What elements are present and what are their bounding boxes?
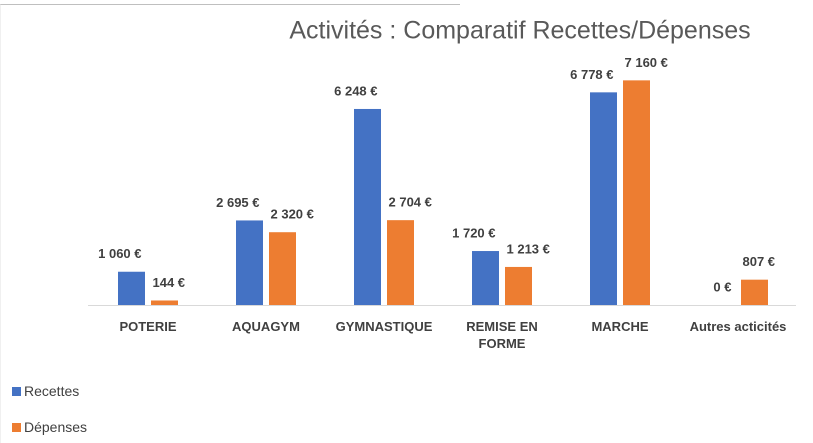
bar [269, 232, 296, 305]
bar [590, 92, 617, 306]
x-tick-label: MARCHE [591, 319, 649, 334]
x-tick-label: POTERIE [119, 319, 177, 334]
bar [741, 279, 768, 305]
data-label: 2 704 € [389, 195, 432, 210]
x-tick-label: REMISE EN FORME [466, 319, 538, 351]
legend-item: Recettes [12, 383, 79, 399]
legend-label: Recettes [24, 383, 80, 399]
x-tick-label: Autres acticités [689, 319, 787, 334]
bar [151, 300, 178, 305]
data-label: 2 320 € [271, 207, 314, 222]
bar [354, 108, 381, 306]
data-label: 6 778 € [570, 67, 613, 82]
legend-swatch [12, 422, 21, 432]
bar [472, 251, 499, 305]
legend-item: Dépenses [12, 419, 87, 435]
data-label: 1 213 € [507, 241, 550, 256]
x-tick-label: AQUAGYM [232, 319, 300, 334]
bar [236, 220, 263, 305]
chart-title: Activités : Comparatif Recettes/Dépenses [289, 17, 750, 45]
bar [623, 80, 650, 305]
data-label: 1 060 € [98, 246, 141, 261]
legend-swatch [12, 386, 21, 396]
data-label: 6 248 € [334, 83, 377, 98]
data-label: 2 695 € [216, 195, 259, 210]
data-label: 7 160 € [625, 55, 668, 70]
data-label: 807 € [743, 254, 776, 269]
bar [387, 220, 414, 305]
data-label: 0 € [713, 279, 731, 294]
bar [118, 271, 145, 305]
x-tick-label: GYMNASTIQUE [335, 319, 433, 334]
data-label: 144 € [153, 275, 186, 290]
data-label: 1 720 € [452, 225, 495, 240]
legend-label: Dépenses [24, 419, 88, 435]
bar [505, 266, 532, 305]
